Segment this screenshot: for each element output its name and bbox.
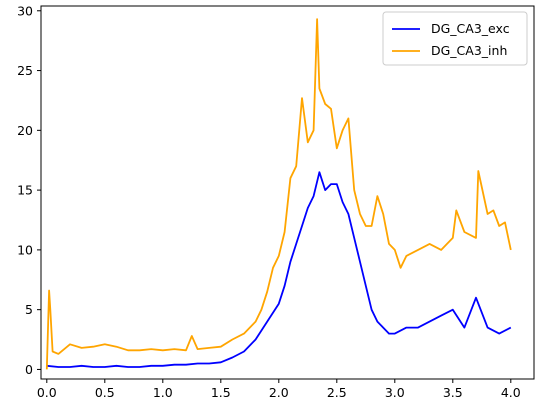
x-tick-label: 3.0 [385, 385, 405, 400]
y-tick-label: 25 [17, 63, 33, 78]
x-tick-label: 4.0 [501, 385, 521, 400]
series-layer [45, 18, 512, 370]
y-tick-label: 15 [17, 183, 33, 198]
legend-label-inh: DG_CA3_inh [431, 43, 507, 58]
x-tick-label: 2.5 [327, 385, 347, 400]
y-axis: 0 5 10 15 20 25 30 [17, 3, 41, 377]
legend: DG_CA3_exc DG_CA3_inh [382, 11, 528, 66]
x-tick-label: 1.0 [153, 385, 173, 400]
x-tick-label: 3.5 [443, 385, 463, 400]
x-tick-label: 1.5 [211, 385, 231, 400]
y-tick-label: 10 [17, 242, 33, 257]
y-tick-label: 30 [17, 3, 33, 18]
x-axis: 0.0 0.5 1.0 1.5 2.0 2.5 3.0 3.5 4.0 [37, 379, 521, 400]
series-line-inh [45, 18, 512, 370]
plot-area [41, 6, 534, 379]
x-tick-label: 0.0 [37, 385, 57, 400]
y-tick-label: 0 [25, 362, 33, 377]
legend-label-exc: DG_CA3_exc [431, 21, 510, 36]
series-line-exc [46, 171, 512, 368]
x-tick-label: 0.5 [95, 385, 115, 400]
x-tick-label: 2.0 [269, 385, 289, 400]
y-tick-label: 20 [17, 123, 33, 138]
y-tick-label: 5 [25, 302, 33, 317]
plot-frame [40, 5, 535, 380]
